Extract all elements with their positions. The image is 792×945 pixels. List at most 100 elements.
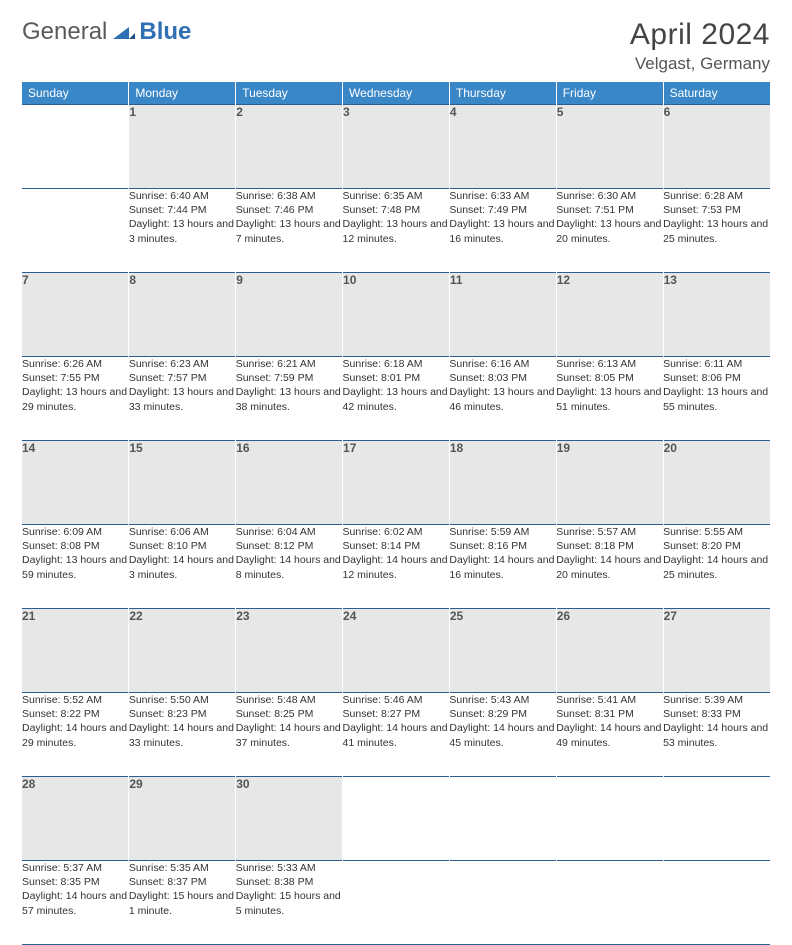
daylight: Daylight: 13 hours and 16 minutes. bbox=[449, 217, 556, 245]
day-number: 9 bbox=[236, 273, 343, 357]
sunrise: Sunrise: 6:28 AM bbox=[663, 189, 770, 203]
daylight: Daylight: 15 hours and 5 minutes. bbox=[236, 889, 343, 917]
day-cell bbox=[556, 861, 663, 945]
day-number: 23 bbox=[236, 609, 343, 693]
day-number bbox=[343, 777, 450, 861]
day-cell: Sunrise: 6:35 AMSunset: 7:48 PMDaylight:… bbox=[343, 189, 450, 273]
day-header: Sunday bbox=[22, 82, 129, 105]
day-number: 3 bbox=[343, 105, 450, 189]
sunrise: Sunrise: 5:55 AM bbox=[663, 525, 770, 539]
sunrise: Sunrise: 5:50 AM bbox=[129, 693, 236, 707]
day-header: Saturday bbox=[663, 82, 770, 105]
day-number: 5 bbox=[556, 105, 663, 189]
sunrise: Sunrise: 6:09 AM bbox=[22, 525, 129, 539]
day-header: Monday bbox=[129, 82, 236, 105]
week-row: Sunrise: 6:09 AMSunset: 8:08 PMDaylight:… bbox=[22, 525, 770, 609]
day-cell: Sunrise: 6:11 AMSunset: 8:06 PMDaylight:… bbox=[663, 357, 770, 441]
day-cell: Sunrise: 6:40 AMSunset: 7:44 PMDaylight:… bbox=[129, 189, 236, 273]
day-cell: Sunrise: 6:02 AMSunset: 8:14 PMDaylight:… bbox=[343, 525, 450, 609]
sunset: Sunset: 8:33 PM bbox=[663, 707, 770, 721]
day-cell: Sunrise: 6:13 AMSunset: 8:05 PMDaylight:… bbox=[556, 357, 663, 441]
day-number: 14 bbox=[22, 441, 129, 525]
day-cell bbox=[663, 861, 770, 945]
daylight: Daylight: 14 hours and 41 minutes. bbox=[343, 721, 450, 749]
day-cell: Sunrise: 5:46 AMSunset: 8:27 PMDaylight:… bbox=[343, 693, 450, 777]
sunset: Sunset: 7:53 PM bbox=[663, 203, 770, 217]
daylight: Daylight: 13 hours and 38 minutes. bbox=[236, 385, 343, 413]
day-cell: Sunrise: 5:59 AMSunset: 8:16 PMDaylight:… bbox=[449, 525, 556, 609]
daynum-row: 21222324252627 bbox=[22, 609, 770, 693]
sunset: Sunset: 8:38 PM bbox=[236, 875, 343, 889]
daylight: Daylight: 13 hours and 46 minutes. bbox=[449, 385, 556, 413]
daylight: Daylight: 13 hours and 55 minutes. bbox=[663, 385, 770, 413]
sunrise: Sunrise: 5:41 AM bbox=[556, 693, 663, 707]
sunset: Sunset: 8:31 PM bbox=[556, 707, 663, 721]
day-number: 29 bbox=[129, 777, 236, 861]
sunrise: Sunrise: 6:30 AM bbox=[556, 189, 663, 203]
calendar-table: Sunday Monday Tuesday Wednesday Thursday… bbox=[22, 82, 770, 945]
daylight: Daylight: 13 hours and 51 minutes. bbox=[556, 385, 663, 413]
day-number bbox=[449, 777, 556, 861]
day-cell: Sunrise: 6:09 AMSunset: 8:08 PMDaylight:… bbox=[22, 525, 129, 609]
title-block: April 2024 Velgast, Germany bbox=[630, 18, 770, 74]
day-cell: Sunrise: 5:52 AMSunset: 8:22 PMDaylight:… bbox=[22, 693, 129, 777]
day-cell: Sunrise: 5:43 AMSunset: 8:29 PMDaylight:… bbox=[449, 693, 556, 777]
sunrise: Sunrise: 6:16 AM bbox=[449, 357, 556, 371]
day-number: 24 bbox=[343, 609, 450, 693]
sunset: Sunset: 7:49 PM bbox=[449, 203, 556, 217]
day-cell bbox=[22, 189, 129, 273]
day-header: Friday bbox=[556, 82, 663, 105]
day-cell: Sunrise: 5:57 AMSunset: 8:18 PMDaylight:… bbox=[556, 525, 663, 609]
sunrise: Sunrise: 6:38 AM bbox=[236, 189, 343, 203]
sunset: Sunset: 7:46 PM bbox=[236, 203, 343, 217]
sunrise: Sunrise: 5:48 AM bbox=[236, 693, 343, 707]
sunset: Sunset: 8:10 PM bbox=[129, 539, 236, 553]
daylight: Daylight: 14 hours and 33 minutes. bbox=[129, 721, 236, 749]
sunrise: Sunrise: 5:37 AM bbox=[22, 861, 129, 875]
daylight: Daylight: 13 hours and 3 minutes. bbox=[129, 217, 236, 245]
week-row: Sunrise: 6:26 AMSunset: 7:55 PMDaylight:… bbox=[22, 357, 770, 441]
daylight: Daylight: 13 hours and 29 minutes. bbox=[22, 385, 129, 413]
day-number: 20 bbox=[663, 441, 770, 525]
sunrise: Sunrise: 6:33 AM bbox=[449, 189, 556, 203]
daylight: Daylight: 13 hours and 59 minutes. bbox=[22, 553, 129, 581]
daynum-row: 14151617181920 bbox=[22, 441, 770, 525]
day-number: 12 bbox=[556, 273, 663, 357]
brand-general: General bbox=[22, 18, 107, 46]
week-row: Sunrise: 6:40 AMSunset: 7:44 PMDaylight:… bbox=[22, 189, 770, 273]
sunrise: Sunrise: 5:52 AM bbox=[22, 693, 129, 707]
sunrise: Sunrise: 6:04 AM bbox=[236, 525, 343, 539]
sunset: Sunset: 8:03 PM bbox=[449, 371, 556, 385]
sunset: Sunset: 8:35 PM bbox=[22, 875, 129, 889]
location: Velgast, Germany bbox=[630, 54, 770, 74]
daylight: Daylight: 15 hours and 1 minute. bbox=[129, 889, 236, 917]
day-number: 22 bbox=[129, 609, 236, 693]
sunrise: Sunrise: 6:06 AM bbox=[129, 525, 236, 539]
brand-blue: Blue bbox=[139, 18, 191, 46]
sunrise: Sunrise: 6:11 AM bbox=[663, 357, 770, 371]
sunset: Sunset: 8:25 PM bbox=[236, 707, 343, 721]
daylight: Daylight: 14 hours and 25 minutes. bbox=[663, 553, 770, 581]
daynum-row: 123456 bbox=[22, 105, 770, 189]
sunset: Sunset: 8:06 PM bbox=[663, 371, 770, 385]
day-cell: Sunrise: 5:55 AMSunset: 8:20 PMDaylight:… bbox=[663, 525, 770, 609]
sunrise: Sunrise: 6:02 AM bbox=[343, 525, 450, 539]
day-number bbox=[556, 777, 663, 861]
sunset: Sunset: 8:08 PM bbox=[22, 539, 129, 553]
daylight: Daylight: 14 hours and 45 minutes. bbox=[449, 721, 556, 749]
sunset: Sunset: 8:27 PM bbox=[343, 707, 450, 721]
day-number bbox=[22, 105, 129, 189]
daylight: Daylight: 14 hours and 16 minutes. bbox=[449, 553, 556, 581]
daylight: Daylight: 14 hours and 37 minutes. bbox=[236, 721, 343, 749]
sunrise: Sunrise: 5:57 AM bbox=[556, 525, 663, 539]
day-number: 30 bbox=[236, 777, 343, 861]
sunrise: Sunrise: 6:40 AM bbox=[129, 189, 236, 203]
daylight: Daylight: 13 hours and 20 minutes. bbox=[556, 217, 663, 245]
day-number: 18 bbox=[449, 441, 556, 525]
day-header-row: Sunday Monday Tuesday Wednesday Thursday… bbox=[22, 82, 770, 105]
day-number: 21 bbox=[22, 609, 129, 693]
sunrise: Sunrise: 6:26 AM bbox=[22, 357, 129, 371]
day-number: 28 bbox=[22, 777, 129, 861]
day-number: 8 bbox=[129, 273, 236, 357]
sunrise: Sunrise: 5:33 AM bbox=[236, 861, 343, 875]
